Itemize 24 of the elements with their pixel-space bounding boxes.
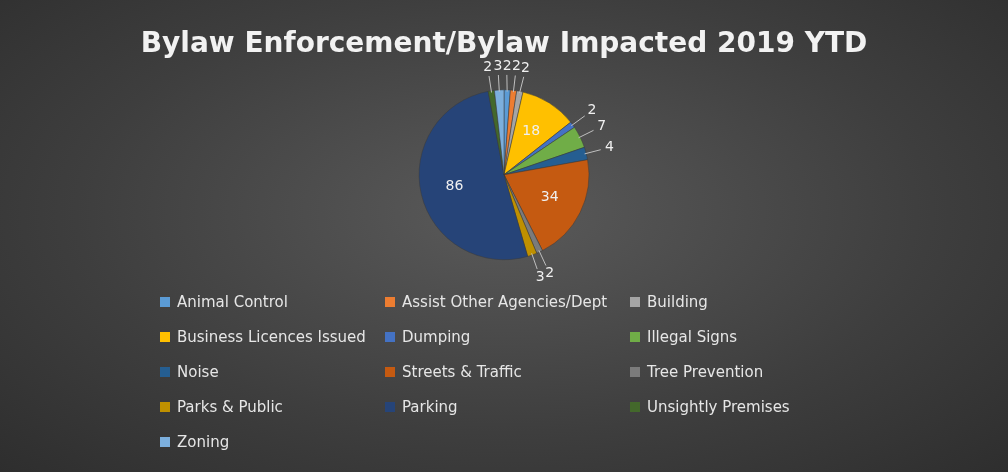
legend-label: Parking: [401, 397, 459, 417]
legend-label: Illegal Signs: [646, 327, 739, 347]
legend-label: Streets & Traffic: [401, 362, 523, 382]
legend-label: Parks & Public: [176, 397, 284, 417]
data-label: 2: [511, 57, 521, 74]
legend-label: Noise: [176, 362, 220, 382]
data-label: 86: [445, 177, 464, 194]
data-label: 2: [587, 101, 597, 118]
data-label: 4: [604, 138, 614, 155]
legend-label: Tree Prevention: [646, 362, 765, 382]
data-label: 34: [540, 188, 559, 205]
legend-label: Building: [646, 292, 709, 312]
data-label: 2: [483, 57, 493, 74]
data-label: 3: [535, 268, 545, 285]
legend-label: Animal Control: [176, 292, 289, 312]
legend-label: Unsightly Premises: [646, 397, 791, 417]
data-label: 7: [597, 116, 607, 133]
data-label: 2: [545, 264, 555, 281]
legend-label: Zoning: [176, 432, 231, 452]
data-label: 2: [521, 58, 530, 75]
legend-label: Business Licences Issued: [176, 327, 367, 347]
data-label: 18: [522, 122, 541, 139]
legend-label: Assist Other Agencies/Dept: [401, 292, 609, 312]
legend-label: Dumping: [401, 327, 472, 347]
